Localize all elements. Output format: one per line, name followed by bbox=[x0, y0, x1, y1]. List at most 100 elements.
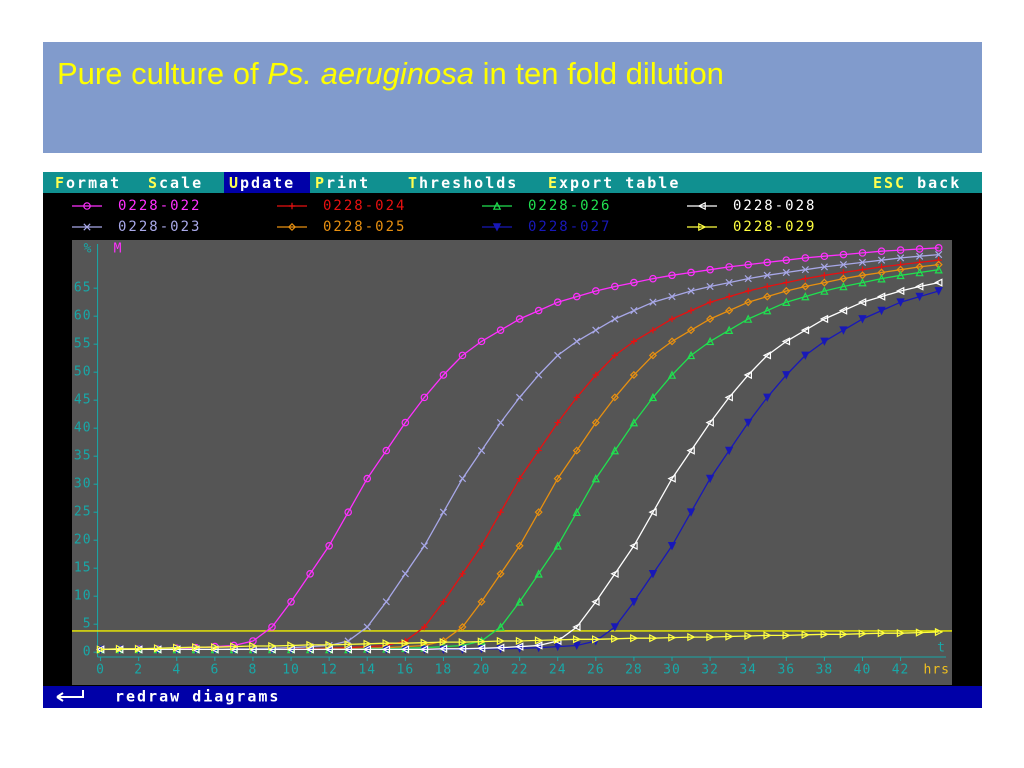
x-tick-label: 6 bbox=[210, 663, 219, 678]
data-point bbox=[744, 314, 753, 323]
legend-marker bbox=[492, 201, 502, 210]
data-point bbox=[763, 306, 772, 315]
data-point bbox=[896, 254, 905, 262]
data-point bbox=[858, 258, 867, 267]
data-point bbox=[439, 508, 448, 516]
menu-highlight bbox=[224, 172, 310, 193]
data-point bbox=[306, 640, 315, 650]
data-point bbox=[934, 244, 943, 252]
data-point bbox=[477, 446, 486, 455]
title-part: Pure culture of bbox=[57, 56, 268, 91]
data-point bbox=[801, 351, 810, 360]
data-point bbox=[706, 282, 714, 291]
data-point bbox=[610, 393, 619, 402]
series-line bbox=[100, 281, 939, 651]
data-point bbox=[763, 271, 771, 279]
data-point bbox=[668, 633, 677, 642]
data-point bbox=[667, 541, 677, 551]
x-tick-label: 34 bbox=[739, 663, 757, 678]
data-point bbox=[857, 297, 867, 307]
data-point bbox=[496, 569, 505, 578]
menu-item[interactable]: Update bbox=[229, 174, 295, 192]
x-tick-label: 4 bbox=[172, 663, 181, 678]
data-point bbox=[934, 287, 943, 296]
x-tick-label: 30 bbox=[663, 663, 681, 678]
x-tick-label: 38 bbox=[816, 663, 834, 678]
data-point bbox=[877, 306, 886, 316]
menu-hotkey: T bbox=[408, 174, 419, 192]
data-point bbox=[877, 628, 887, 638]
y-tick-label: 5 bbox=[83, 617, 92, 632]
data-point bbox=[648, 392, 658, 402]
data-point bbox=[839, 326, 848, 335]
data-point bbox=[382, 598, 390, 606]
series-line bbox=[100, 631, 939, 651]
menu-item[interactable]: Thresholds bbox=[408, 174, 518, 192]
data-point bbox=[687, 307, 695, 314]
data-point bbox=[744, 287, 752, 295]
y-tick-label: 0 bbox=[83, 645, 92, 660]
status-text: redraw diagrams bbox=[115, 688, 280, 706]
data-point bbox=[592, 371, 600, 379]
menu-item[interactable]: Export table bbox=[548, 174, 680, 192]
data-point bbox=[515, 393, 524, 401]
x-tick-label: 32 bbox=[701, 663, 719, 678]
data-point bbox=[725, 632, 734, 641]
y-axis-unit: M bbox=[114, 242, 123, 257]
x-tick-label: 42 bbox=[892, 663, 910, 678]
data-point bbox=[535, 371, 543, 379]
data-point bbox=[896, 628, 906, 638]
data-point bbox=[668, 271, 676, 280]
y-tick-label: 60 bbox=[74, 309, 92, 324]
data-point bbox=[400, 645, 410, 654]
data-point bbox=[820, 252, 829, 261]
data-point bbox=[344, 637, 352, 645]
data-point bbox=[877, 256, 886, 264]
data-point bbox=[573, 394, 580, 401]
menu-item[interactable]: Format bbox=[55, 174, 121, 192]
data-point bbox=[915, 267, 924, 277]
data-point bbox=[763, 292, 772, 301]
data-point bbox=[363, 474, 372, 483]
data-point bbox=[534, 306, 543, 315]
menu-item[interactable]: Print bbox=[315, 174, 370, 192]
y-tick-label: 55 bbox=[74, 337, 92, 352]
data-point bbox=[668, 292, 676, 301]
data-point bbox=[401, 418, 410, 427]
legend-marker bbox=[698, 222, 707, 232]
data-point bbox=[915, 628, 925, 637]
data-point bbox=[839, 250, 848, 259]
x-axis-label-top: t bbox=[937, 641, 946, 656]
data-point bbox=[706, 298, 714, 306]
data-point bbox=[535, 447, 542, 454]
menu-item[interactable]: ESC back bbox=[873, 174, 961, 192]
data-point bbox=[668, 315, 676, 323]
data-point bbox=[934, 260, 943, 269]
data-point bbox=[572, 641, 581, 651]
legend-label: 0228-025 bbox=[323, 219, 406, 235]
data-point bbox=[362, 645, 372, 654]
data-point bbox=[287, 597, 295, 606]
data-point bbox=[534, 569, 543, 578]
data-point bbox=[572, 507, 581, 516]
menu-label: rint bbox=[326, 174, 370, 192]
data-point bbox=[458, 637, 468, 647]
legend-marker bbox=[288, 202, 296, 210]
data-point bbox=[439, 371, 448, 379]
x-tick-label: 18 bbox=[435, 663, 453, 678]
data-point bbox=[439, 637, 448, 647]
data-point bbox=[896, 298, 905, 307]
data-point bbox=[401, 639, 410, 648]
data-point bbox=[858, 315, 867, 324]
data-point bbox=[724, 325, 734, 334]
data-point bbox=[667, 370, 677, 379]
legend-label: 0228-027 bbox=[528, 219, 611, 235]
data-point bbox=[648, 508, 657, 517]
data-point bbox=[744, 631, 753, 641]
menu-item[interactable]: Scale bbox=[148, 174, 203, 192]
data-point bbox=[459, 570, 466, 577]
data-point bbox=[858, 629, 868, 638]
data-point bbox=[934, 278, 943, 287]
slide-title-box: Pure culture of Ps. aeruginosa in ten fo… bbox=[43, 42, 982, 153]
data-point bbox=[573, 337, 581, 345]
